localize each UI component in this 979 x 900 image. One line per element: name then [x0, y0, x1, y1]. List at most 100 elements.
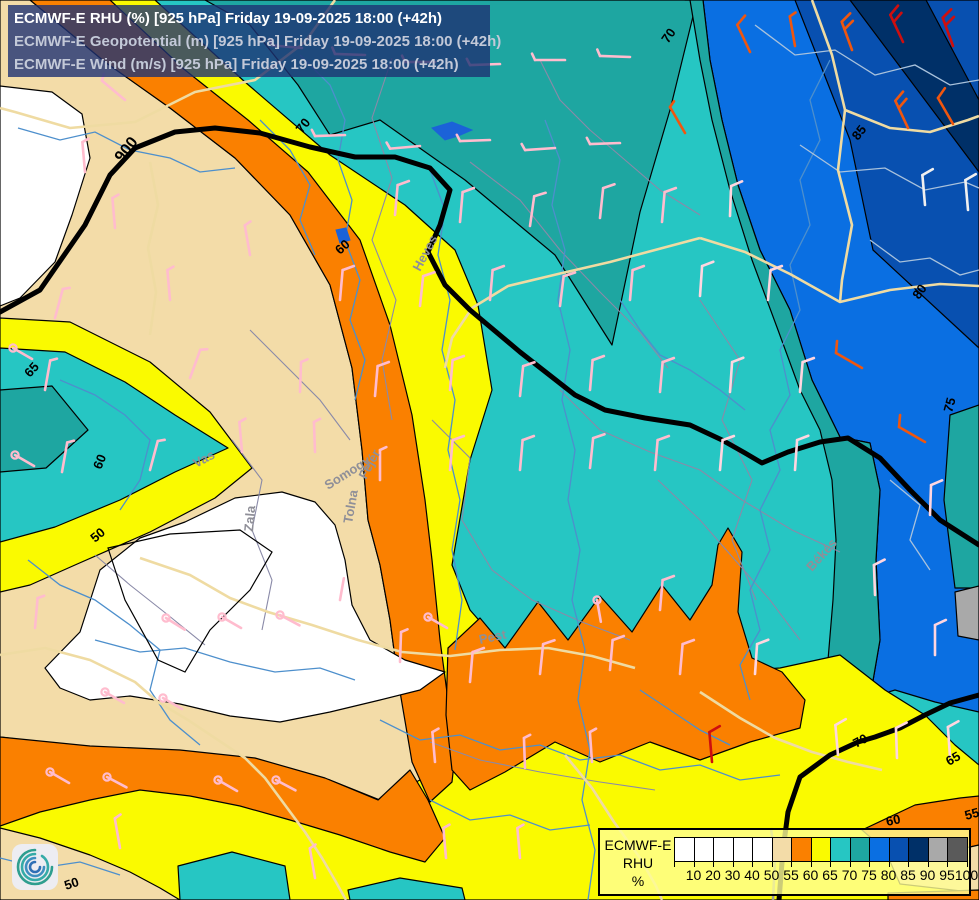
geopotential-900-line-south: [776, 692, 979, 900]
wind-barb: [81, 137, 90, 174]
wind-barb-stroke: [946, 719, 960, 729]
legend-swatch-20: [694, 838, 714, 861]
wind-barb-stroke: [840, 20, 854, 52]
rhu-below-50-southwest: [44, 491, 446, 723]
rhu-45-contour: [107, 529, 273, 673]
wind-barb-stroke: [928, 483, 933, 517]
contour-label: 80: [909, 281, 930, 301]
wind-barb: [889, 4, 905, 44]
calm-wind-circle: [158, 693, 168, 703]
wind-barb-stroke: [728, 184, 733, 218]
wind-barb-stroke: [894, 721, 908, 730]
wind-barb: [921, 167, 935, 207]
wind-barb-stroke: [801, 356, 816, 364]
wind-barb-stroke: [455, 133, 462, 143]
legend-tick: [693, 861, 695, 867]
river: [429, 799, 591, 831]
wind-barb: [788, 11, 797, 48]
wind-barb-stroke: [788, 11, 797, 18]
wind-barb-stroke: [312, 420, 317, 454]
wind-barb-stroke: [936, 96, 955, 126]
wind-barb-stroke: [897, 97, 908, 110]
calm-wind-circle: [217, 612, 227, 622]
wind-barb-stroke: [585, 136, 592, 146]
wind-barb-stroke: [518, 364, 525, 398]
wind-barb-stroke: [516, 823, 525, 830]
river: [299, 54, 366, 401]
river: [869, 239, 979, 276]
contour-label: 60: [90, 452, 109, 471]
legend-tick: [752, 861, 753, 867]
legend-tick: [810, 861, 812, 867]
wind-barb: [53, 286, 71, 320]
wind-barb: [928, 479, 944, 517]
wind-barb-stroke: [471, 646, 486, 654]
wind-barb: [312, 417, 322, 454]
river: [799, 144, 979, 191]
wind-barb: [798, 356, 816, 394]
contour-label: 50: [62, 874, 80, 893]
calm-wind-circle: [45, 767, 55, 777]
rhu-below-50-northwest: [0, 85, 91, 307]
wind-barb-stroke: [198, 347, 209, 352]
county-label: Zala: [241, 504, 258, 532]
wind-barb-stroke: [872, 558, 886, 567]
wind-barb-stroke: [488, 268, 494, 302]
wind-barb: [753, 638, 770, 676]
wind-barb: [628, 264, 646, 302]
wind-barb: [894, 90, 910, 130]
legend-swatch-85: [889, 838, 909, 861]
legend-swatch-40: [733, 838, 753, 861]
wind-barb-stroke: [313, 133, 347, 138]
legend-swatch-75: [850, 838, 870, 861]
wind-barb: [213, 775, 239, 793]
legend-value-20: 20: [705, 867, 721, 883]
wind-barb-stroke: [341, 264, 356, 272]
wind-barb-stroke: [338, 577, 346, 602]
river: [379, 719, 781, 781]
wind-barb: [60, 439, 76, 474]
wind-barb-stroke: [653, 438, 659, 472]
wind-barb-stroke: [298, 360, 303, 394]
wind-barb-stroke: [421, 270, 436, 278]
wind-barb: [518, 434, 536, 472]
wind-barb-stroke: [941, 8, 953, 20]
river: [619, 299, 746, 411]
wind-barb: [488, 264, 506, 302]
wind-barb-stroke: [668, 105, 687, 135]
wind-barb-stroke: [238, 417, 247, 424]
calm-wind-circle: [8, 343, 18, 353]
wind-barb: [538, 638, 556, 676]
wind-barb-stroke: [538, 642, 545, 676]
wind-barb-stroke: [166, 265, 175, 272]
wind-barb-stroke: [243, 224, 252, 257]
wind-barb-stroke: [834, 339, 839, 355]
wind-barb-stroke: [663, 186, 678, 194]
rhu-85-90-band: [849, 0, 979, 173]
legend-value-70: 70: [841, 867, 858, 883]
county-border: [231, 439, 273, 631]
wind-barb: [653, 434, 671, 472]
wind-barb-stroke: [628, 268, 634, 302]
wind-barb-stroke: [308, 843, 317, 850]
wind-barb: [418, 270, 436, 308]
wind-barb: [736, 14, 752, 54]
legend-tick: [791, 861, 792, 867]
wind-barb-stroke: [889, 13, 905, 44]
legend-swatch-50: [753, 838, 773, 861]
calm-wind-circle: [275, 610, 285, 620]
river: [754, 24, 979, 86]
wind-barb: [468, 646, 486, 684]
road: [146, 161, 160, 336]
legend-value-55: 55: [783, 867, 799, 883]
wind-barb: [113, 813, 122, 850]
legend-unit: %: [631, 873, 645, 889]
wind-barb-stroke: [591, 354, 606, 362]
wind-barb: [448, 354, 466, 392]
wind-barb: [718, 434, 736, 472]
wind-barb-stroke: [418, 274, 425, 308]
color-scale-legend: ECMWF-E RHU % 10 20 30 40 50 55 60 65 70 75 80 85 90…: [598, 828, 978, 896]
wind-barb: [102, 772, 128, 789]
wind-barb-stroke: [33, 596, 39, 630]
wind-barb: [423, 612, 449, 630]
